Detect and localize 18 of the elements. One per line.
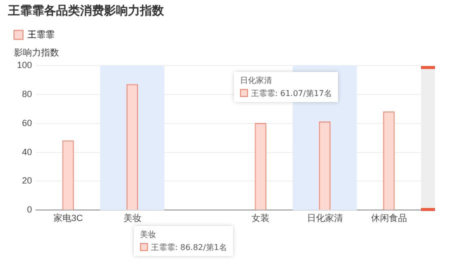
legend-label: 王霏霏 [28, 29, 54, 40]
annotation: 日化家清 [240, 75, 273, 86]
y-tick-label: 60 [22, 118, 32, 128]
annotation: 王霏霏: 61.07/第17名 [250, 88, 332, 99]
text: 王霏霏: 86.82/第1名 [150, 242, 227, 253]
y-tick-label: 0 [26, 204, 32, 215]
text: 美妆 [140, 229, 157, 240]
y-tick-label: 100 [16, 60, 32, 70]
y-axis-title: 影响力指数 [14, 48, 59, 59]
y-tick-label: 40 [22, 146, 32, 157]
y-tick-label: 80 [22, 88, 32, 99]
y-tick-label: 20 [22, 176, 32, 186]
x-tick-label: 美妆 [123, 213, 142, 224]
x-tick-label: 日化家清 [306, 213, 343, 224]
x-tick-label: 家电3C [53, 213, 84, 224]
x-tick-label: 女装 [252, 213, 270, 224]
chart-title: 王霏霏各品类消费影响力指数 [7, 3, 165, 18]
x-tick-label: 休闲食品 [370, 213, 407, 224]
